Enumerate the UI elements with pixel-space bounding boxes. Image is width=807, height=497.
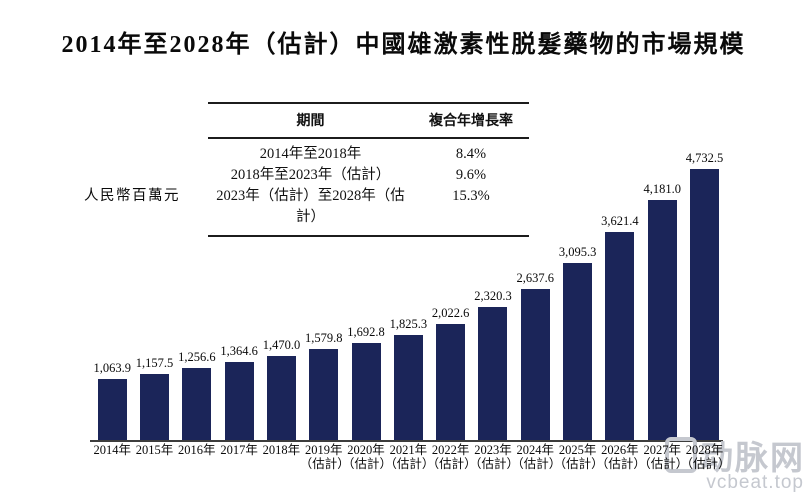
cagr-table-body: 2014年至2018年 8.4% 2018年至2023年（估計） 9.6% 2023年（… [208,139,529,235]
period-cell: 2018年至2023年（估計） [230,167,391,183]
bar [520,289,550,440]
cagr-table: 期間 複合年增長率 2014年至2018年 8.4% 2018年至2023年（估計）… [208,102,529,237]
bar [393,335,423,440]
bar [605,232,635,440]
bar-chart-plot-area: 1,063.9 1,157.5 1,256.6 1,364.6 1,470.0 1,579… [90,150,723,442]
bar [140,374,169,440]
cagr-cell: 8.4% [455,146,487,162]
bar [182,368,212,440]
bar [351,343,381,440]
cagr-cell: 15.3% [452,188,490,204]
x-tick-label: 2022年 （估計） [426,443,477,471]
bar-value-label: 1,470.0 [262,338,301,352]
period-cell: 2014年至2018年 [259,146,362,162]
bar-value-label: 3,095.3 [558,245,597,259]
period-cell: 2023年（估計）至2028年（估計） [216,188,405,225]
x-tick-label: 2028年 （估計） [680,443,731,471]
table-row: 2018年至2023年（估計） 9.6% [208,165,529,186]
bar-value-label: 1,692.8 [347,325,385,339]
x-tick-label: 2023年 （估計） [468,443,519,471]
cagr-cell: 9.6% [455,167,487,183]
chart-title: 2014年至2028年（估計）中國雄激素性脱髮藥物的市場規模 [61,32,746,58]
x-tick-label: 2026年 （估計） [595,443,646,471]
bar-value-label: 1,579.8 [305,331,343,345]
bar-value-label: 1,063.9 [93,361,131,375]
x-axis: 2014年 2015年 2016年 2017年 2018年 2019年 （估計） 2020年（… [90,443,770,476]
bar [97,379,127,440]
x-tick-label: 2019年 （估計） [299,443,350,471]
bar [224,362,254,440]
x-tick-label: 2025年 （估計） [553,443,604,471]
bar-value-label: 2,637.6 [516,271,555,285]
bar-value-label: 1,256.6 [178,350,216,364]
table-header-period: 期間 [296,112,325,128]
x-tick-label: 2015年 [135,443,174,457]
bar-value-label: 1,157.5 [135,356,174,370]
bar-value-label: 1,364.6 [220,344,258,358]
table-row: 2014年至2018年 8.4% [208,144,529,165]
table-header-cagr: 複合年增長率 [429,112,513,128]
table-row: 2023年（估計）至2028年（估計） 15.3% [208,186,529,228]
bar [309,349,339,440]
bar [647,200,677,440]
x-tick-label: 2017年 [220,443,258,457]
x-tick-label: 2024年 （估計） [511,443,562,471]
x-tick-label: 2021年 （估計） [384,443,435,471]
x-tick-label: 2014年 [93,443,131,457]
bar-value-label: 4,181.0 [643,182,681,196]
bar-value-label: 1,825.3 [389,317,428,331]
x-tick-label: 2018年 [262,443,301,457]
y-axis-label: 人民幣百萬元 [84,188,180,204]
bar-value-label: 3,621.4 [601,214,639,228]
bar [478,307,508,440]
bar [690,169,720,440]
bar [563,263,593,440]
bar [436,324,466,440]
bar-value-label: 2,022.6 [431,306,470,320]
bar [266,356,296,440]
bar-value-label: 4,732.5 [685,151,724,165]
x-tick-label: 2027年 （估計） [638,443,689,471]
bar-value-label: 2,320.3 [474,289,512,303]
x-tick-label: 2016年 [178,443,216,457]
x-tick-label: 2020年 （估計） [342,443,393,471]
cagr-table-header-row: 期間 複合年增長率 [208,104,529,139]
